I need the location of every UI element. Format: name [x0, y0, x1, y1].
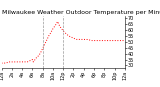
Text: Milwaukee Weather Outdoor Temperature per Minute (Last 24 Hours): Milwaukee Weather Outdoor Temperature pe… [2, 10, 160, 15]
